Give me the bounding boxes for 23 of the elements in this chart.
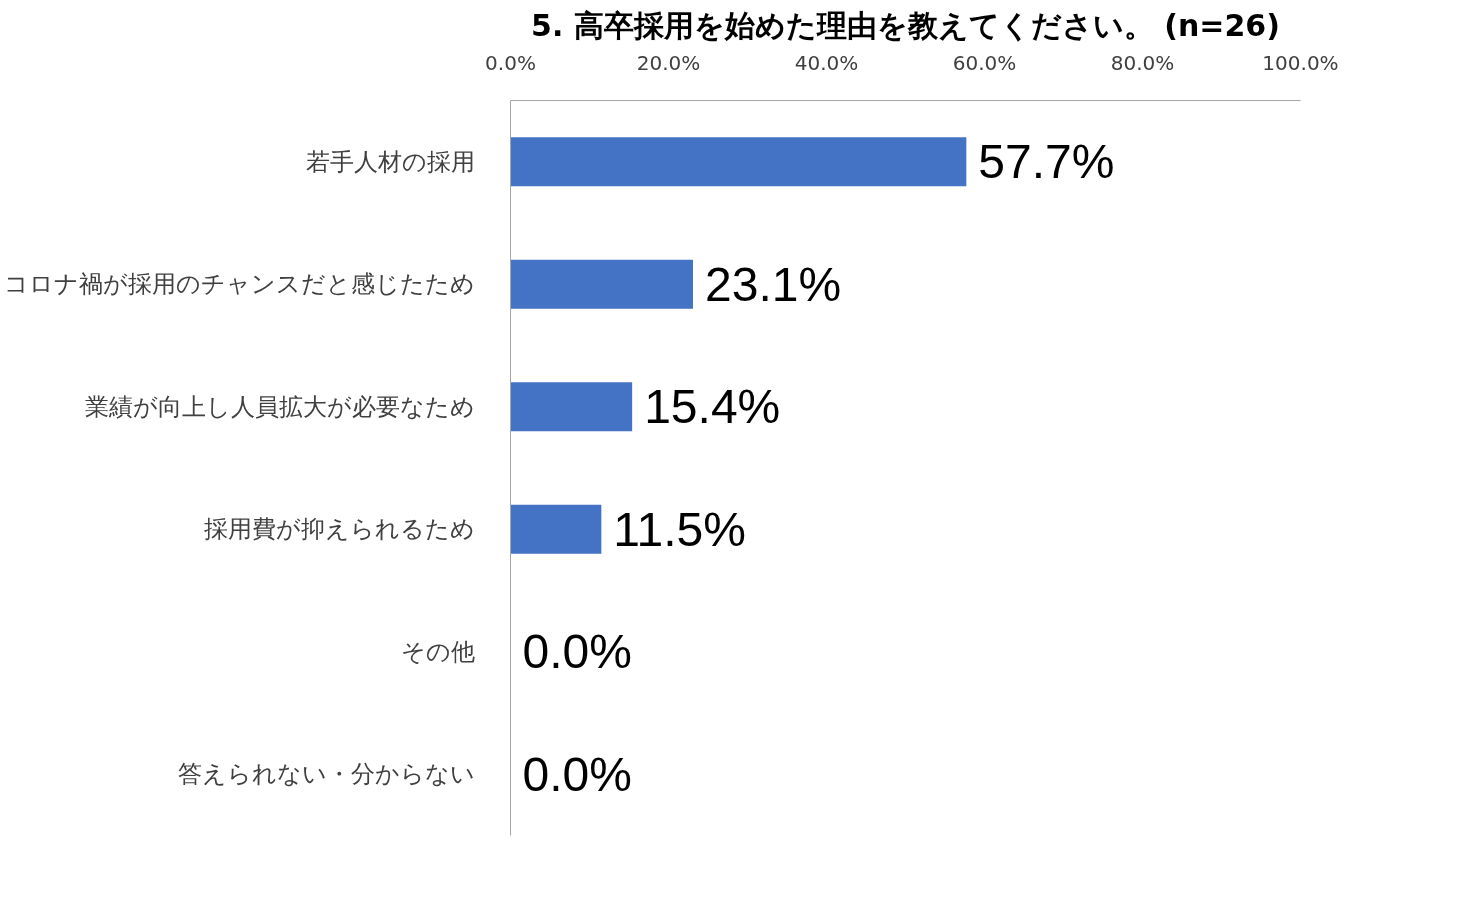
y-tick-label: コロナ禍が採用のチャンスだと感じたため [3,270,475,299]
x-tick-label: 100.0% [1262,50,1339,75]
y-tick-label: 答えられない・分からない [177,760,475,789]
data-label: 57.7% [978,135,1115,189]
x-tick-label: 0.0% [485,50,536,75]
data-label: 15.4% [644,380,781,434]
y-tick-label: 業績が向上し人員拡大が必要なため [84,392,475,421]
bar [510,382,633,432]
data-label: 0.0% [522,747,632,801]
data-label: 0.0% [522,625,632,679]
x-tick-label: 60.0% [952,50,1017,75]
y-tick-label: 採用費が抑えられるため [203,515,475,544]
bar [510,259,693,309]
bar [510,504,602,554]
data-label: 11.5% [613,502,746,556]
x-tick-label: 20.0% [636,50,701,75]
x-tick-label: 40.0% [794,50,859,75]
bar [510,137,967,187]
y-tick-label: 若手人材の採用 [305,147,475,176]
chart-title: 5. 高卒採用を始めた理由を教えてください。 (n=26) [531,7,1280,43]
y-tick-label: その他 [400,637,475,666]
x-tick-label: 80.0% [1110,50,1175,75]
data-label: 23.1% [704,257,842,311]
